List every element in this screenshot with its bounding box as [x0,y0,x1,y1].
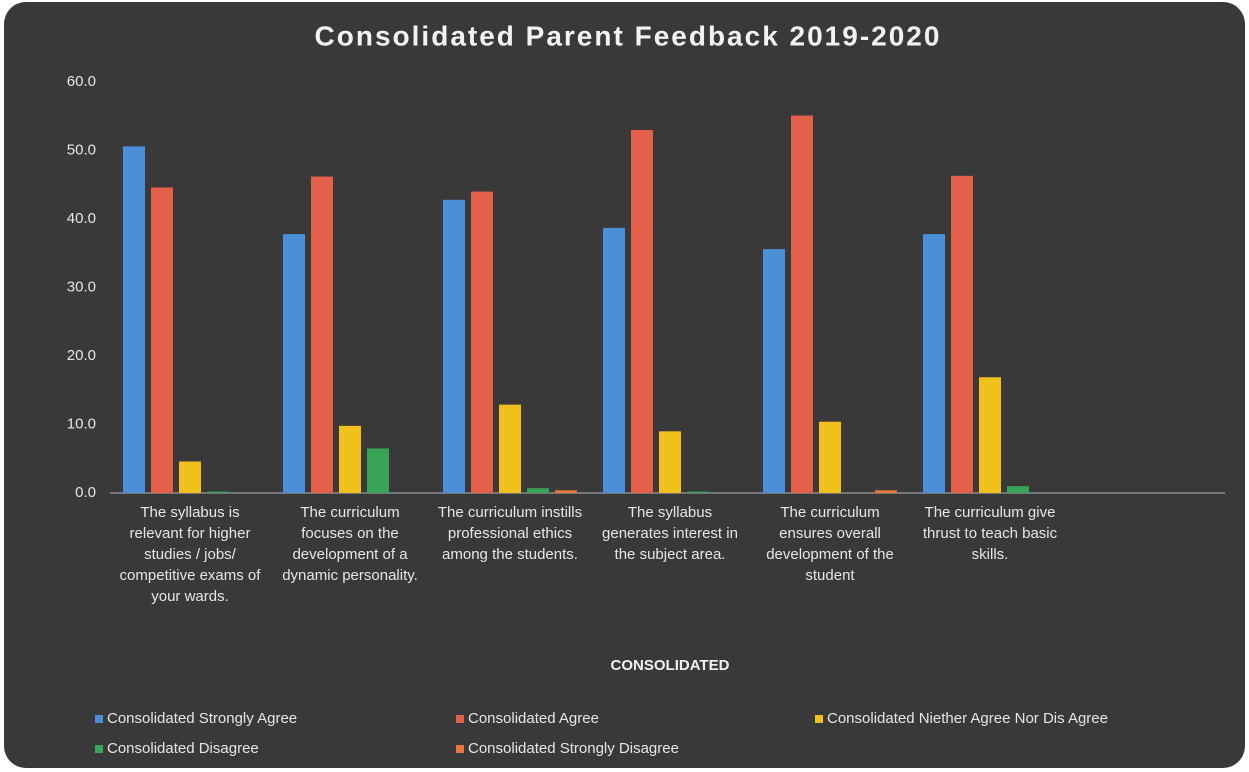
bar [687,491,709,493]
bar [923,234,945,493]
y-tick-label: 10.0 [67,415,96,432]
bar [875,490,897,493]
bar [443,199,465,493]
bar [1007,486,1029,493]
x-tick-label: The curriculum give thrust to teach basi… [922,504,1058,563]
legend-swatch [456,715,464,723]
x-tick-label: The curriculum ensures overall developme… [766,504,894,584]
bar [527,488,549,493]
bar [631,129,653,493]
bar [123,146,145,493]
legend-label: Consolidated Strongly Disagree [468,740,679,757]
x-tick-label: The curriculum focuses on the developmen… [282,504,418,584]
bar [763,249,785,493]
bar [471,191,493,493]
legend-swatch [815,715,823,723]
bar [367,448,389,493]
legend-label: Consolidated Disagree [107,740,259,757]
legend-label: Consolidated Agree [468,710,599,727]
bar [951,175,973,493]
legend-label: Consolidated Strongly Agree [107,710,297,727]
x-tick-label: The curriculum instills professional eth… [437,504,583,563]
x-axis-title: CONSOLIDATED [611,657,730,674]
legend-swatch [456,745,464,753]
bar [979,377,1001,493]
bar [659,431,681,493]
legend-swatch [95,715,103,723]
bar [555,490,577,493]
y-tick-label: 20.0 [67,347,96,364]
bar [151,187,173,494]
bar [207,491,229,493]
bar [791,115,813,493]
y-tick-label: 0.0 [75,484,96,501]
bar [603,227,625,493]
legend-swatch [95,745,103,753]
bar [499,404,521,493]
bar [339,425,361,493]
x-tick-label: The syllabus is relevant for higher stud… [119,504,261,605]
y-tick-label: 40.0 [67,210,96,227]
y-tick-label: 30.0 [67,278,96,295]
bar [819,421,841,493]
bar [283,234,305,493]
bar [311,176,333,493]
y-tick-label: 60.0 [67,73,96,90]
chart-title: Consolidated Parent Feedback 2019-2020 [315,20,942,51]
y-tick-label: 50.0 [67,141,96,158]
x-tick-label: The syllabus generates interest in the s… [602,504,738,563]
legend-label: Consolidated Niether Agree Nor Dis Agree [827,710,1108,727]
bar [179,461,201,493]
